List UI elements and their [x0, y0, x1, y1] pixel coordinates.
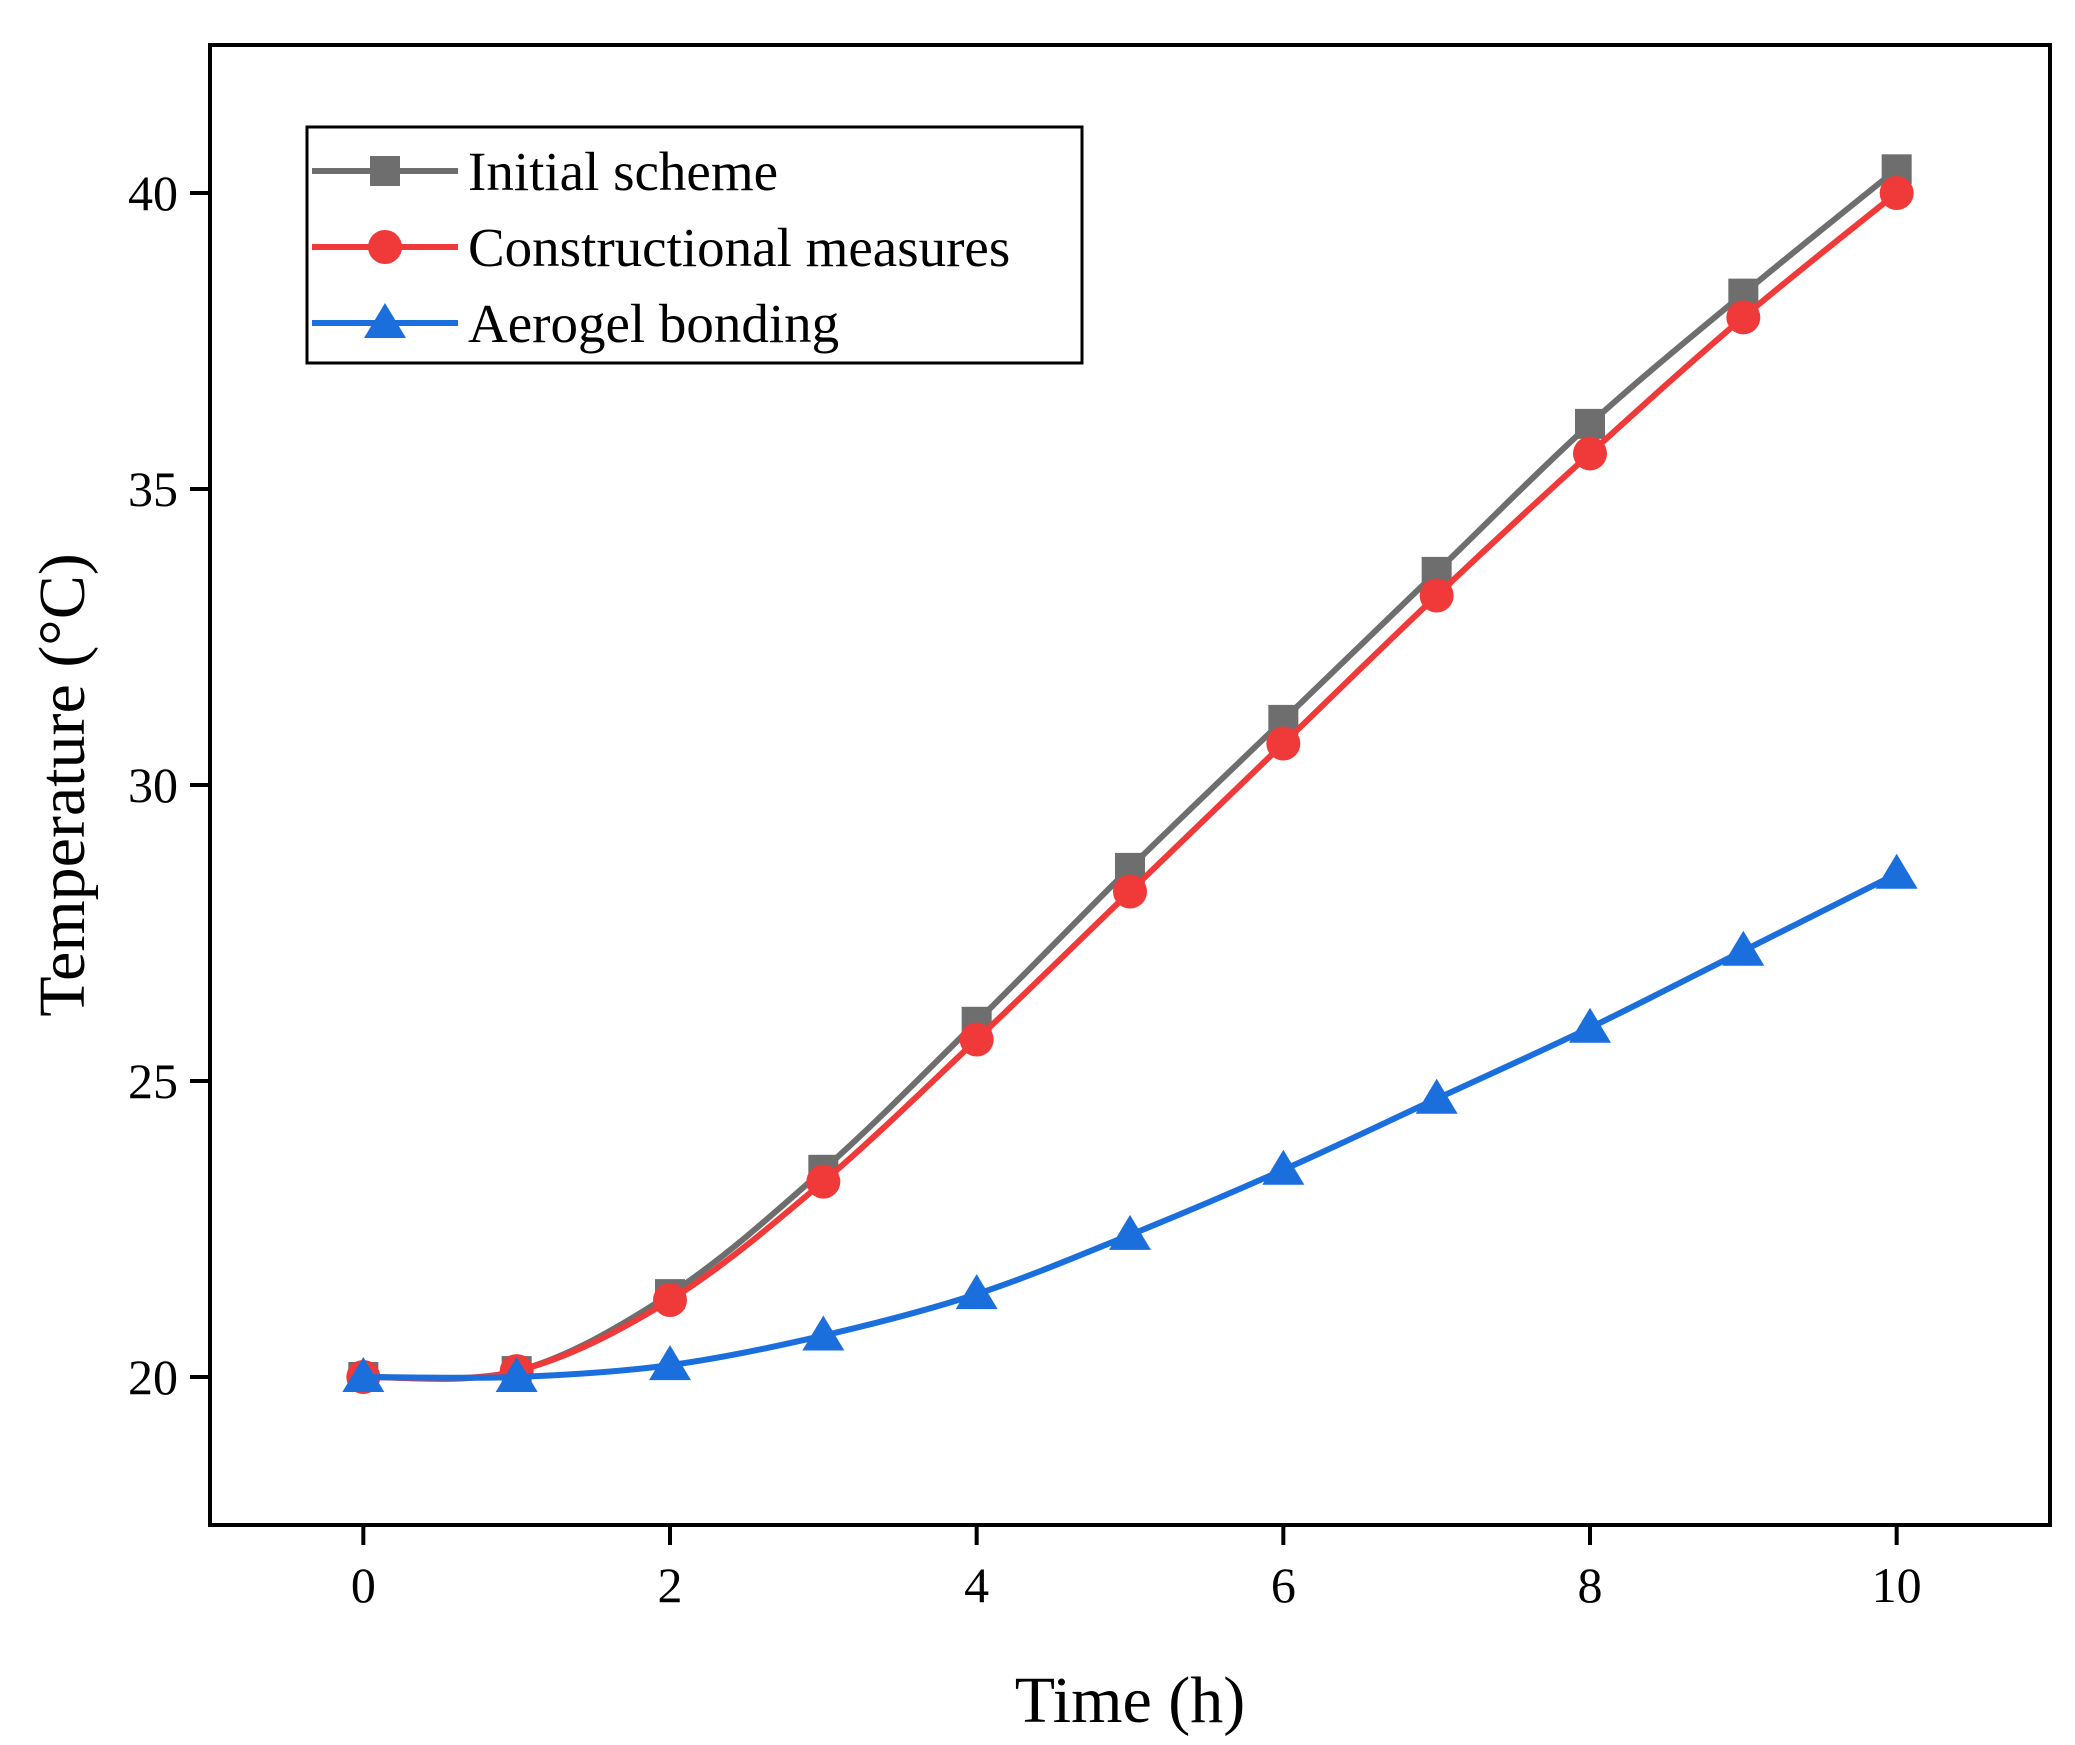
y-axis-title: Temperature (°C) — [26, 553, 99, 1016]
data-point-triangle — [495, 1357, 538, 1392]
series-line — [363, 871, 1899, 1381]
data-point-circle — [959, 1022, 994, 1057]
data-point-triangle — [955, 1274, 998, 1310]
data-point-triangle — [1415, 1078, 1458, 1114]
data-point-circle — [1573, 436, 1607, 471]
data-point-triangle — [1722, 930, 1765, 966]
legend-entry: Constructional measures — [312, 217, 1010, 278]
data-point-triangle — [649, 1345, 691, 1381]
data-point-circle — [1419, 578, 1454, 613]
y-tick-label: 25 — [128, 1053, 178, 1109]
data-point-circle — [1726, 300, 1761, 335]
y-tick-label: 35 — [128, 461, 178, 517]
x-tick-label: 10 — [1872, 1557, 1922, 1613]
data-point-circle — [1113, 874, 1147, 909]
legend-label: Constructional measures — [468, 217, 1010, 278]
y-tick-label: 30 — [128, 757, 178, 813]
series-layer — [342, 154, 1918, 1394]
legend-entry: Initial scheme — [312, 141, 778, 202]
legend-marker-square — [370, 156, 400, 186]
data-point-triangle — [1262, 1149, 1305, 1185]
data-point-square — [1575, 408, 1605, 439]
data-point-triangle — [342, 1357, 385, 1392]
legend-entry: Aerogel bonding — [312, 293, 839, 354]
data-point-triangle — [1569, 1007, 1611, 1043]
data-point-circle — [806, 1164, 841, 1199]
data-point-circle — [653, 1283, 687, 1318]
legend: Initial scheme Constructional measures Aer… — [305, 125, 1084, 365]
x-tick-label: 4 — [964, 1557, 989, 1613]
legend-label: Initial scheme — [468, 141, 778, 202]
data-point-circle — [1266, 726, 1301, 761]
data-point-triangle — [802, 1315, 845, 1351]
x-tick-label: 2 — [658, 1557, 683, 1613]
data-point-circle — [1879, 176, 1914, 210]
legend-marker-triangle — [364, 303, 406, 338]
data-point-triangle — [1109, 1214, 1151, 1250]
x-axis-title: Time (h) — [1015, 1664, 1245, 1737]
x-tick-label: 8 — [1578, 1557, 1603, 1613]
series-line — [363, 190, 1899, 1382]
axis-layer: 0 2 4 6 8 10 20 25 30 35 40 — [128, 165, 1922, 1613]
y-tick-label: 40 — [128, 165, 178, 221]
x-tick-label: 6 — [1271, 1557, 1296, 1613]
y-tick-label: 20 — [128, 1349, 178, 1405]
series-aerogel-bonding — [342, 853, 1918, 1392]
legend-label: Aerogel bonding — [468, 293, 839, 354]
legend-marker-circle — [368, 230, 402, 264]
x-tick-label: 0 — [351, 1557, 376, 1613]
data-point-triangle — [1875, 853, 1918, 889]
